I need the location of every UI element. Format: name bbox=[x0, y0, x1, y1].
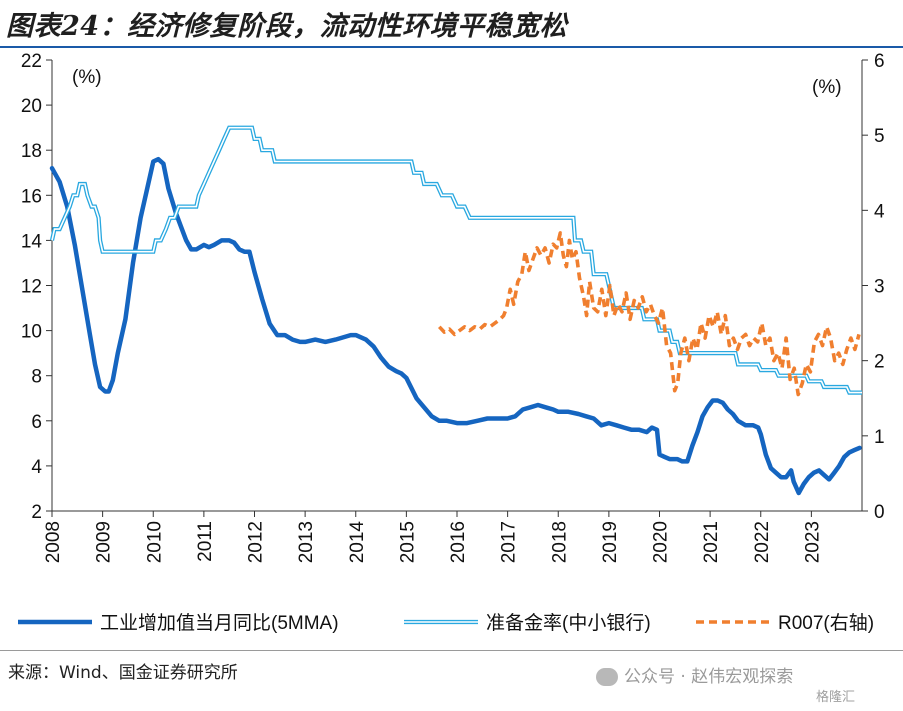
x-tick-label: 2016 bbox=[448, 521, 469, 563]
x-tick-label: 2015 bbox=[397, 521, 418, 563]
x-tick-label: 2011 bbox=[195, 521, 216, 562]
right-tick-label: 0 bbox=[874, 502, 885, 523]
right-tick-label: 6 bbox=[874, 51, 885, 72]
legend-label-r007: R007(右轴) bbox=[778, 612, 874, 634]
left-tick-label: 8 bbox=[31, 367, 42, 388]
rrr-line bbox=[49, 125, 862, 395]
series-layer bbox=[49, 125, 862, 496]
x-tick-label: 2019 bbox=[600, 521, 621, 563]
right-unit-label: (%) bbox=[812, 77, 842, 98]
right-tick-label: 4 bbox=[874, 201, 885, 222]
right-tick-label: 3 bbox=[874, 277, 885, 298]
legend-divider bbox=[0, 650, 903, 651]
left-tick-label: 18 bbox=[21, 141, 42, 162]
x-tick-label: 2009 bbox=[94, 521, 115, 563]
x-tick-label: 2022 bbox=[752, 521, 773, 563]
right-tick-label: 5 bbox=[874, 126, 885, 147]
wechat-icon bbox=[596, 668, 618, 686]
legend-label-rrr: 准备金率(中小银行) bbox=[486, 612, 651, 634]
left-tick-label: 22 bbox=[21, 51, 42, 72]
x-tick-label: 2023 bbox=[802, 521, 823, 563]
chart-title: 图表24：经济修复阶段，流动性环境平稳宽松 bbox=[6, 11, 568, 42]
left-tick-label: 6 bbox=[31, 412, 42, 433]
x-tick-label: 2010 bbox=[144, 521, 165, 563]
right-tick-label: 1 bbox=[874, 427, 885, 448]
x-tick-label: 2017 bbox=[499, 521, 520, 563]
legend-layer: 工业增加值当月同比(5MMA) 准备金率(中小银行) R007(右轴) bbox=[18, 612, 874, 634]
x-tick-label: 2014 bbox=[347, 521, 368, 564]
left-tick-label: 4 bbox=[31, 457, 42, 478]
legend-label-industrial-output: 工业增加值当月同比(5MMA) bbox=[100, 612, 339, 634]
left-unit-label: (%) bbox=[72, 67, 102, 88]
watermark: 公众号 · 赵伟宏观探索 bbox=[596, 662, 793, 687]
source-note: 来源：Wind、国金证券研究所 bbox=[8, 663, 238, 683]
x-tick-label: 2013 bbox=[296, 521, 317, 563]
watermark-text: 公众号 · 赵伟宏观探索 bbox=[624, 667, 794, 687]
left-tick-label: 2 bbox=[31, 502, 42, 523]
axes-layer bbox=[46, 59, 868, 517]
x-tick-label: 2020 bbox=[651, 521, 672, 563]
watermark-logo: 格隆汇 bbox=[816, 690, 856, 705]
left-tick-label: 14 bbox=[21, 231, 43, 252]
industrial-output-line bbox=[49, 156, 862, 496]
rrr-line-inner bbox=[51, 126, 862, 394]
title-divider bbox=[0, 46, 903, 48]
r007-line bbox=[437, 231, 861, 397]
right-tick-label: 2 bbox=[874, 352, 885, 373]
x-tick-label: 2012 bbox=[246, 521, 267, 563]
x-tick-label: 2018 bbox=[549, 521, 570, 563]
left-tick-label: 10 bbox=[21, 322, 42, 343]
x-tick-label: 2008 bbox=[43, 521, 64, 563]
x-tick-label: 2021 bbox=[701, 521, 722, 563]
left-tick-label: 20 bbox=[21, 96, 42, 117]
left-tick-label: 12 bbox=[21, 277, 42, 298]
left-tick-label: 16 bbox=[21, 186, 42, 207]
